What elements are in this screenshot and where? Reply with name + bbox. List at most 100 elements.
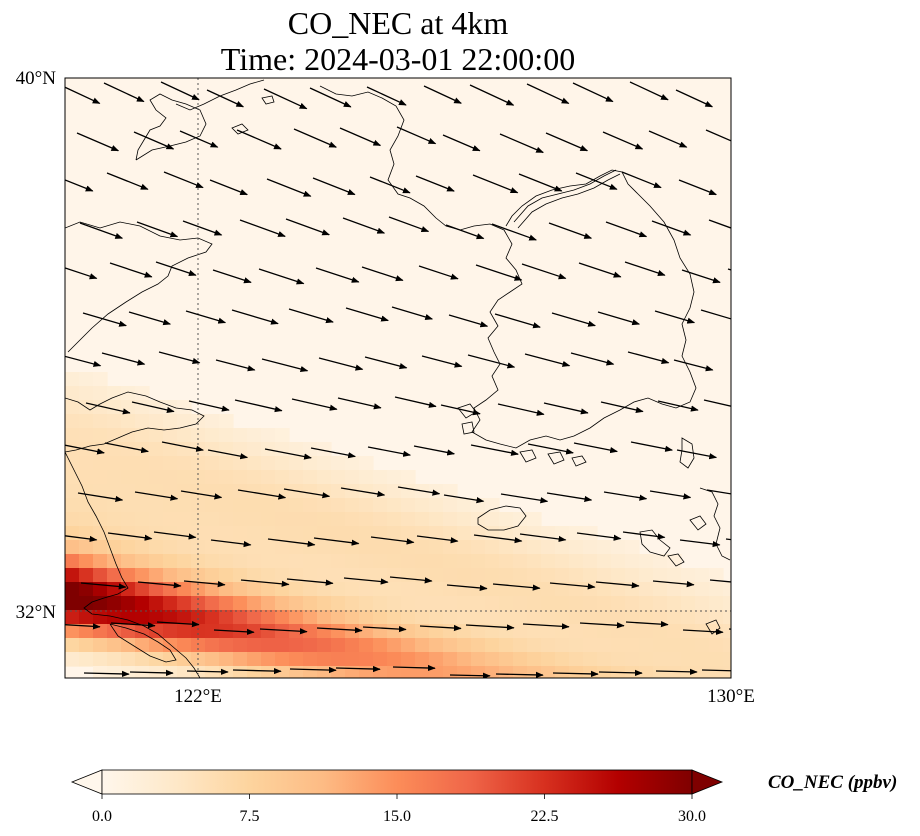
concentration-cell	[513, 624, 528, 639]
wind-arrow	[446, 584, 488, 592]
concentration-cell	[331, 582, 346, 597]
concentration-cell	[345, 456, 360, 471]
concentration-cell	[107, 540, 122, 555]
concentration-cell	[93, 400, 108, 415]
concentration-cell	[163, 470, 178, 485]
wind-arrow	[703, 399, 731, 407]
concentration-cell	[345, 596, 360, 611]
concentration-cell	[429, 512, 444, 527]
concentration-cell	[373, 470, 388, 485]
wind-arrow	[730, 359, 731, 360]
concentration-cell	[653, 610, 668, 625]
wind-arrow	[492, 583, 541, 591]
concentration-cell	[401, 666, 416, 678]
concentration-cell	[485, 610, 500, 625]
concentration-cell	[219, 512, 234, 527]
concentration-cell	[149, 526, 164, 541]
concentration-cell	[79, 428, 94, 443]
concentration-cell	[247, 456, 262, 471]
concentration-cell	[219, 596, 234, 611]
concentration-cell	[163, 624, 178, 639]
concentration-cell	[513, 638, 528, 653]
wind-arrow	[79, 222, 124, 239]
wind-arrow	[206, 89, 245, 108]
concentration-cell	[415, 638, 430, 653]
wind-arrow	[234, 399, 283, 413]
concentration-cell	[135, 596, 150, 611]
concentration-cell	[303, 582, 318, 597]
concentration-cell	[149, 540, 164, 555]
concentration-cell	[387, 638, 402, 653]
concentration-cell	[135, 554, 150, 569]
concentration-cell	[695, 596, 710, 611]
wind-arrow	[315, 267, 360, 283]
concentration-cell	[415, 498, 430, 513]
concentration-cell	[107, 414, 122, 429]
concentration-cell	[261, 610, 276, 625]
lat-label-32: 32°N	[16, 602, 57, 623]
concentration-cell	[597, 610, 612, 625]
wind-arrow	[578, 262, 622, 278]
concentration-cell	[275, 568, 290, 583]
wind-arrow	[128, 311, 171, 326]
concentration-cell	[387, 624, 402, 639]
concentration-cell	[79, 498, 94, 513]
concentration-cell	[261, 456, 276, 471]
wind-arrow	[76, 132, 120, 152]
lon-label-130: 130°E	[707, 686, 755, 707]
concentration-cell	[667, 582, 682, 597]
colorbar-tick-label: 0.0	[92, 808, 112, 825]
colorbar-extend-min	[70, 769, 103, 795]
concentration-cell	[499, 652, 514, 667]
concentration-cell	[625, 624, 640, 639]
concentration-cell	[135, 582, 150, 597]
concentration-cell	[681, 652, 696, 667]
concentration-cell	[121, 428, 136, 443]
concentration-cell	[625, 568, 640, 583]
concentration-cell	[121, 554, 136, 569]
wind-vectors	[65, 81, 731, 678]
wind-arrow	[340, 487, 386, 498]
concentration-cell	[569, 624, 584, 639]
concentration-cell	[317, 484, 332, 499]
concentration-cell	[65, 526, 80, 541]
concentration-cell	[233, 498, 248, 513]
concentration-cell	[555, 596, 570, 611]
concentration-cell	[317, 596, 332, 611]
concentration-cell	[653, 582, 668, 597]
wind-arrow	[389, 576, 433, 584]
concentration-cell	[121, 568, 136, 583]
wind-arrow	[179, 130, 219, 148]
concentration-cell	[233, 610, 248, 625]
concentration-cell	[555, 666, 570, 678]
wind-arrow	[103, 82, 145, 103]
concentration-cell	[317, 610, 332, 625]
wind-arrow	[443, 494, 485, 504]
concentration-cell	[527, 610, 542, 625]
concentration-cell	[107, 652, 122, 667]
wind-arrow	[316, 627, 363, 634]
concentration-cell	[513, 610, 528, 625]
wind-arrow	[65, 179, 94, 192]
concentration-cell	[583, 540, 598, 555]
concentration-cell	[107, 624, 122, 639]
concentration-cell	[149, 456, 164, 471]
map-frame	[64, 77, 732, 679]
concentration-cell	[177, 554, 192, 569]
concentration-cell	[275, 442, 290, 457]
wind-arrow	[621, 171, 662, 189]
concentration-cell	[331, 498, 346, 513]
concentration-cell	[177, 582, 192, 597]
wind-arrow	[416, 535, 459, 544]
concentration-cell	[275, 512, 290, 527]
concentration-cell	[639, 596, 654, 611]
wind-arrow	[709, 579, 731, 583]
concentration-cell	[317, 540, 332, 555]
concentration-cell	[443, 652, 458, 667]
concentration-cell	[303, 498, 318, 513]
concentration-cell	[359, 470, 374, 485]
concentration-cell	[177, 596, 192, 611]
concentration-cell	[149, 512, 164, 527]
wind-arrow	[549, 582, 596, 590]
wind-arrow	[622, 531, 666, 540]
